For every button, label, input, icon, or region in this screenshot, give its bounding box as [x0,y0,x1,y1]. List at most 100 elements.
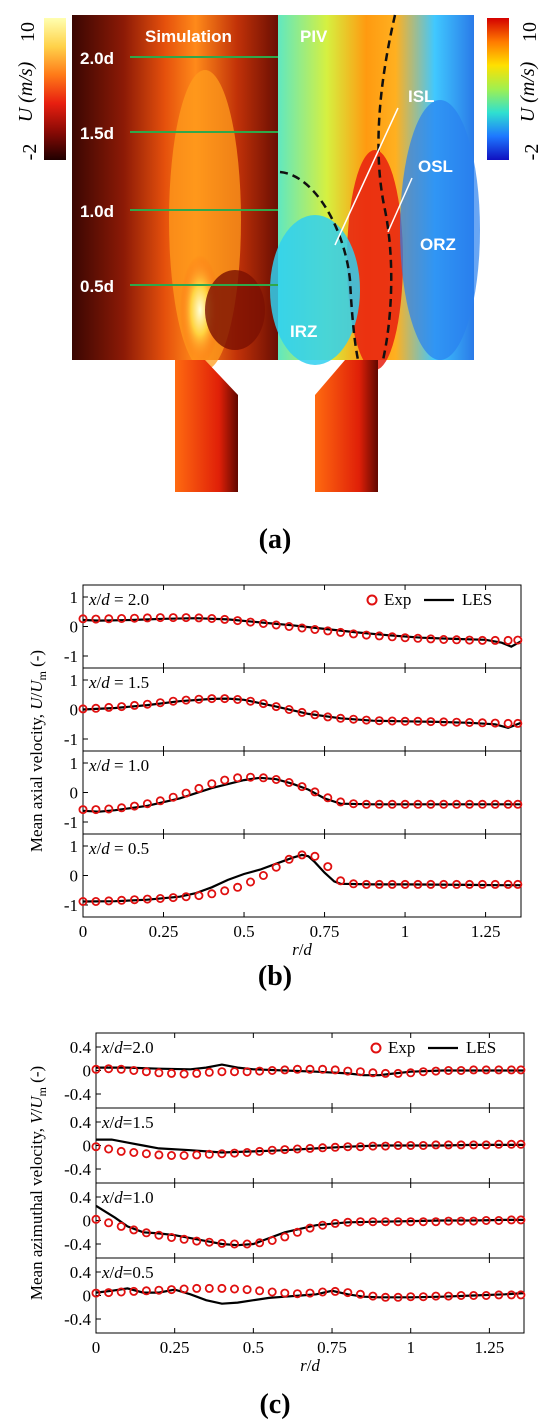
exp-point [142,613,152,623]
exp-point [217,1067,227,1077]
x-tick-label: 0.5 [233,922,254,941]
left-colorbar [44,18,66,160]
exp-point [513,718,523,728]
exp-point [374,879,384,889]
exp-point [168,613,178,623]
y-tick-label: 0.4 [70,1188,92,1207]
exp-point [516,1215,526,1225]
exp-point [464,879,474,889]
exp-point [245,696,255,706]
left-colorbar-max: 10 [17,22,39,42]
exp-point [267,1145,277,1155]
exp-point [104,702,114,712]
exp-point [297,850,307,860]
exp-point [166,1151,176,1161]
exp-point [217,1238,227,1248]
exp-point [141,1067,151,1077]
legend-exp-label: Exp [388,1038,415,1057]
x-tick-label: 0.5 [243,1338,264,1357]
exp-point [292,1227,302,1237]
exp-point [194,613,204,623]
exp-point [469,1140,479,1150]
exp-point [355,1067,365,1077]
exp-point [104,1144,114,1154]
exp-point [280,1145,290,1155]
exp-point [481,1140,491,1150]
simulation-title: Simulation [145,27,232,46]
piv-title: PIV [300,27,328,46]
exp-point [456,1066,466,1076]
exp-point [494,1215,504,1225]
exp-point [217,1283,227,1293]
exp-point [456,1216,466,1226]
x-tick-label: 0.75 [317,1338,347,1357]
exp-point [207,889,217,899]
exp-point [181,695,191,705]
exp-point [207,694,217,704]
piv-orz [400,100,480,360]
exp-point [481,1215,491,1225]
exp-point [305,1064,315,1074]
exp-point [154,1068,164,1078]
exp-point [348,799,358,809]
exp-point [233,694,243,704]
exp-point [142,894,152,904]
exp-point [439,799,449,809]
exp-point [104,804,114,814]
panel-c-label: (c) [259,1389,290,1420]
exp-point [361,799,371,809]
exp-point [181,788,191,798]
exp-point [255,1238,265,1248]
subplot-title: x/d = 1.0 [88,756,149,775]
exp-point [129,613,139,623]
exp-point [343,1066,353,1076]
exp-point [204,1237,214,1247]
exp-point [506,1139,516,1149]
exp-point [91,1288,101,1298]
exp-point [343,1217,353,1227]
exp-point [245,617,255,627]
exp-point [284,777,294,787]
exp-point [452,879,462,889]
exp-point [292,1289,302,1299]
y-tick-label: -0.4 [64,1085,91,1104]
exp-point [330,1218,340,1228]
exp-point [481,1065,491,1075]
exp-point [380,1141,390,1151]
exp-point [406,1217,416,1227]
exp-point [104,1064,114,1074]
exp-point [258,870,268,880]
exp-point [141,1149,151,1159]
exp-point [323,626,333,636]
exp-point [503,635,513,645]
x-tick-label: 1 [406,1338,415,1357]
exp-point [400,879,410,889]
exp-point [443,1216,453,1226]
subplot-b-3: 1 0 -1 x/d = 1.0 [64,750,523,835]
exp-point [91,1142,101,1152]
exp-point [292,1064,302,1074]
right-colorbar-title: U (m/s) [517,61,539,122]
exp-point [318,1287,328,1297]
exp-point [91,1064,101,1074]
exp-point [503,879,513,889]
exp-point [452,635,462,645]
exp-point [179,1234,189,1244]
exp-point [284,854,294,864]
exp-point [179,1069,189,1079]
exp-point [116,1146,126,1156]
exp-point [181,892,191,902]
y-axis-label: Mean azimuthal velocity, V/Um (-) [27,1066,49,1300]
subplot-title: x/d = 1.5 [88,673,149,692]
subplot-b-1: 1 0 -1 x/d = 2.0 [64,584,523,669]
exp-point [142,799,152,809]
y-tick-label: 0.4 [70,1263,92,1282]
legend-les-label: LES [466,1038,496,1057]
exp-point [439,717,449,727]
exp-point [245,877,255,887]
exp-point [242,1067,252,1077]
exp-point [220,775,230,785]
exp-point [393,1292,403,1302]
exp-point [426,799,436,809]
exp-point [104,1288,114,1298]
